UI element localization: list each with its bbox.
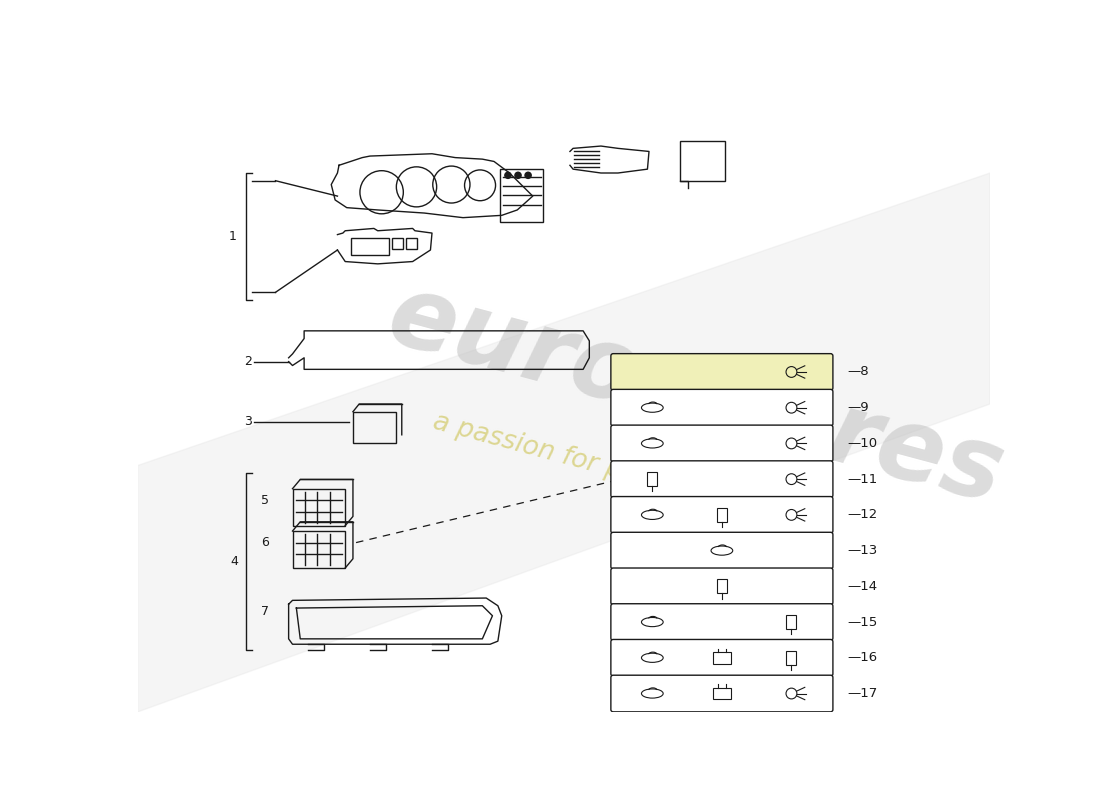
Text: eurospares: eurospares xyxy=(377,267,1013,525)
Text: —14: —14 xyxy=(848,580,878,593)
Circle shape xyxy=(515,172,521,178)
Text: 4: 4 xyxy=(230,555,239,568)
Circle shape xyxy=(525,172,531,178)
FancyBboxPatch shape xyxy=(610,675,833,712)
FancyBboxPatch shape xyxy=(610,568,833,605)
Text: 7: 7 xyxy=(262,606,270,618)
Text: a passion for parts since 1985: a passion for parts since 1985 xyxy=(430,409,822,538)
Text: —12: —12 xyxy=(848,508,878,522)
Circle shape xyxy=(505,172,512,178)
Text: —16: —16 xyxy=(848,651,878,664)
Text: —8: —8 xyxy=(848,366,869,378)
Text: 2: 2 xyxy=(244,355,252,368)
Text: 1: 1 xyxy=(229,230,236,243)
Text: 6: 6 xyxy=(262,536,270,549)
FancyBboxPatch shape xyxy=(610,639,833,676)
Text: —11: —11 xyxy=(848,473,878,486)
FancyBboxPatch shape xyxy=(610,604,833,640)
FancyBboxPatch shape xyxy=(610,461,833,498)
Text: —13: —13 xyxy=(848,544,878,557)
Text: —9: —9 xyxy=(848,401,869,414)
Text: 5: 5 xyxy=(262,494,270,506)
FancyBboxPatch shape xyxy=(610,497,833,534)
Text: 3: 3 xyxy=(244,415,252,428)
FancyBboxPatch shape xyxy=(610,425,833,462)
Text: —15: —15 xyxy=(848,615,878,629)
Polygon shape xyxy=(138,173,990,712)
FancyBboxPatch shape xyxy=(610,390,833,426)
FancyBboxPatch shape xyxy=(610,532,833,569)
Text: —17: —17 xyxy=(848,687,878,700)
Text: —10: —10 xyxy=(848,437,878,450)
FancyBboxPatch shape xyxy=(610,354,833,390)
